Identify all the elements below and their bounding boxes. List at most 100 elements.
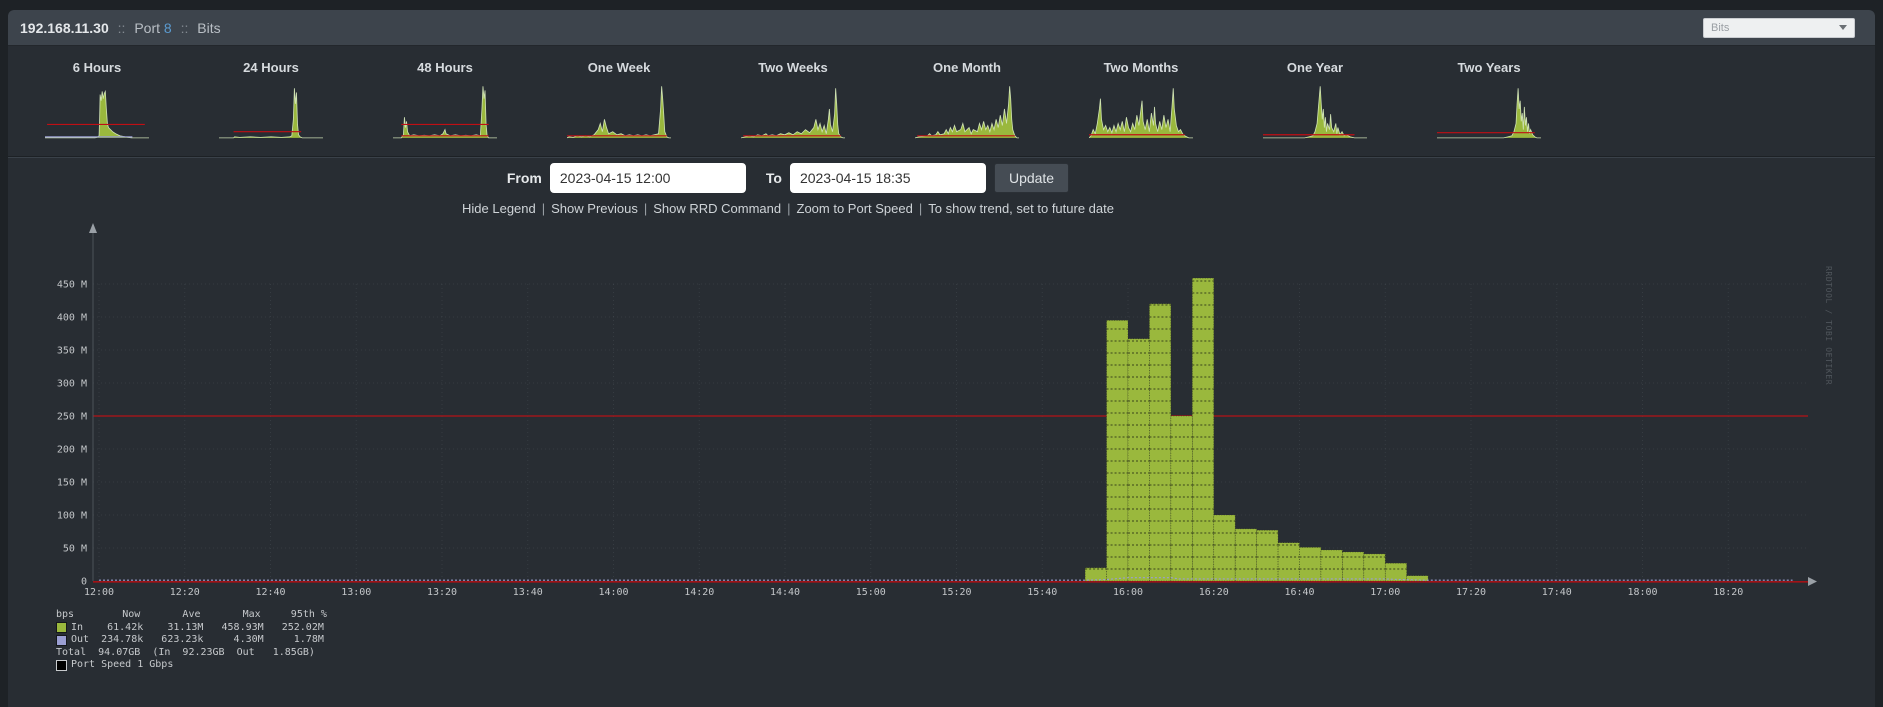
svg-text:450 M: 450 M: [57, 280, 87, 291]
thumbnail-one-month[interactable]: One Month: [880, 60, 1054, 142]
legend-text: Out 234.78k 623.23k 4.30M 1.78M: [71, 634, 324, 645]
svg-text:300 M: 300 M: [57, 379, 87, 390]
thumbnail-two-weeks[interactable]: Two Weeks: [706, 60, 880, 142]
svg-text:16:40: 16:40: [1284, 587, 1314, 598]
thumbnail-label: 48 Hours: [417, 60, 473, 75]
svg-text:16:20: 16:20: [1199, 587, 1229, 598]
sparkline-graph: [45, 89, 149, 139]
sparkline-graph: [741, 88, 845, 139]
link-separator: |: [918, 201, 923, 216]
to-label: To: [765, 170, 782, 186]
sparkline-graph: [567, 86, 671, 139]
traffic-graph-svg: 0 50 M 100 M 150 M 200 M 250 M 300 M 350 M 400 M…: [57, 223, 1833, 598]
svg-text:13:20: 13:20: [427, 587, 457, 598]
unit-select[interactable]: Bits: [1703, 17, 1855, 38]
legend-swatch: [56, 622, 67, 634]
metric-label: Bits: [197, 19, 221, 36]
svg-text:200 M: 200 M: [57, 445, 87, 456]
svg-text:13:00: 13:00: [341, 587, 371, 598]
svg-text:17:00: 17:00: [1370, 587, 1400, 598]
svg-text:400 M: 400 M: [57, 313, 87, 324]
app-window: 192.168.11.30 :: Port 8 :: Bits Bits 6 H…: [8, 10, 1875, 707]
thumbnail-label: 6 Hours: [72, 60, 122, 75]
rrdtool-watermark: RRDTOOL / TOBI OETIKER: [1824, 266, 1833, 385]
link-zoom-to-port-speed[interactable]: Zoom to Port Speed: [796, 201, 913, 216]
from-input[interactable]: [549, 163, 746, 193]
thumbnail-two-months[interactable]: Two Months: [1054, 60, 1228, 142]
svg-text:14:20: 14:20: [684, 587, 714, 598]
legend-text: In 61.42k 31.13M 458.93M 252.02M: [71, 621, 324, 633]
thumbnail-two-years[interactable]: Two Years: [1402, 60, 1576, 142]
svg-text:15:40: 15:40: [1027, 587, 1057, 598]
legend-swatch: [56, 634, 67, 646]
svg-text:150 M: 150 M: [57, 478, 87, 489]
title-bar: 192.168.11.30 :: Port 8 :: Bits Bits: [8, 10, 1875, 46]
graph-legend: bps Now Ave Max 95th % In 61.42k 31.13M 4…: [56, 609, 1875, 672]
thumbnail-48-hours[interactable]: 48 Hours: [358, 60, 532, 142]
from-label: From: [506, 170, 542, 186]
breadcrumb: 192.168.11.30 :: Port 8 :: Bits: [20, 20, 221, 36]
svg-text:13:40: 13:40: [513, 587, 543, 598]
svg-text:14:40: 14:40: [770, 587, 800, 598]
svg-text:17:40: 17:40: [1542, 587, 1572, 598]
graph-option-links: Hide Legend | Show Previous | Show RRD Comma…: [8, 201, 1568, 216]
link-separator: |: [787, 201, 791, 216]
legend-text: Total 94.07GB (In 92.23GB Out 1.85GB): [56, 646, 315, 658]
legend-row: Port Speed 1 Gbps: [56, 659, 1875, 672]
svg-text:15:00: 15:00: [856, 587, 886, 598]
sparkline-graph: [1437, 88, 1541, 139]
legend-row: Out 234.78k 623.23k 4.30M 1.78M: [56, 634, 1875, 647]
traffic-graph[interactable]: 0 50 M 100 M 150 M 200 M 250 M 300 M 350 M 400 M…: [8, 220, 1875, 607]
link-hide-legend[interactable]: Hide Legend: [462, 201, 536, 216]
legend-swatch: [56, 659, 67, 671]
link-to-show-trend-set-to-future-date[interactable]: To show trend, set to future date: [928, 201, 1114, 216]
thumbnail-label: Two Months: [1103, 60, 1179, 75]
link-show-rrd-command[interactable]: Show RRD Command: [653, 201, 782, 216]
legend-row: In 61.42k 31.13M 458.93M 252.02M: [56, 622, 1875, 635]
svg-text:17:20: 17:20: [1456, 587, 1486, 598]
legend-row: Total 94.07GB (In 92.23GB Out 1.85GB): [56, 647, 1875, 660]
svg-text:16:00: 16:00: [1113, 587, 1143, 598]
thumbnail-24-hours[interactable]: 24 Hours: [184, 60, 358, 142]
sparkline-graph: [393, 86, 497, 139]
thumbnail-label: 24 Hours: [243, 60, 299, 75]
port-number-link[interactable]: 8: [163, 19, 172, 36]
unit-select-value: Bits: [1711, 21, 1730, 34]
link-show-previous[interactable]: Show Previous: [551, 201, 638, 216]
legend-text: Port Speed 1 Gbps: [71, 659, 174, 670]
thumbnail-one-week[interactable]: One Week: [532, 60, 706, 142]
thumbnail-label: One Year: [1286, 60, 1344, 75]
sparkline-graph: [915, 86, 1019, 139]
link-separator: |: [643, 201, 648, 216]
thumbnail-one-year[interactable]: One Year: [1228, 60, 1402, 142]
svg-text:100 M: 100 M: [57, 511, 87, 522]
breadcrumb-separator: ::: [180, 19, 189, 36]
sparkline-graph: [219, 88, 323, 139]
port-label: Port: [134, 19, 161, 36]
thumbnail-label: Two Weeks: [758, 60, 828, 75]
breadcrumb-separator: ::: [117, 19, 126, 36]
svg-text:15:20: 15:20: [941, 587, 971, 598]
svg-text:350 M: 350 M: [57, 346, 87, 357]
timespan-thumbnails: 6 Hours 24 Hours 48 Hours One Week Two Weeks…: [8, 46, 1875, 156]
sparkline-graph: [1263, 86, 1367, 139]
svg-text:50 M: 50 M: [63, 544, 87, 555]
svg-text:12:20: 12:20: [170, 587, 200, 598]
legend-text: bps Now Ave Max 95th %: [56, 609, 327, 620]
to-input[interactable]: [789, 163, 986, 193]
legend-row: bps Now Ave Max 95th %: [56, 609, 1875, 622]
svg-text:18:20: 18:20: [1713, 587, 1743, 598]
chevron-down-icon: [1839, 25, 1847, 30]
svg-text:12:40: 12:40: [255, 587, 285, 598]
update-button[interactable]: Update: [993, 163, 1070, 193]
svg-text:14:00: 14:00: [598, 587, 628, 598]
thumbnail-6-hours[interactable]: 6 Hours: [10, 60, 184, 142]
date-range-form: From To Update: [8, 163, 1568, 193]
thumbnail-label: One Month: [933, 60, 1001, 75]
device-host: 192.168.11.30: [20, 19, 109, 36]
thumbnail-label: Two Years: [1457, 60, 1521, 75]
svg-text:12:00: 12:00: [84, 587, 114, 598]
svg-text:0: 0: [81, 577, 87, 588]
svg-text:250 M: 250 M: [57, 412, 87, 423]
section-divider: [8, 156, 1875, 158]
